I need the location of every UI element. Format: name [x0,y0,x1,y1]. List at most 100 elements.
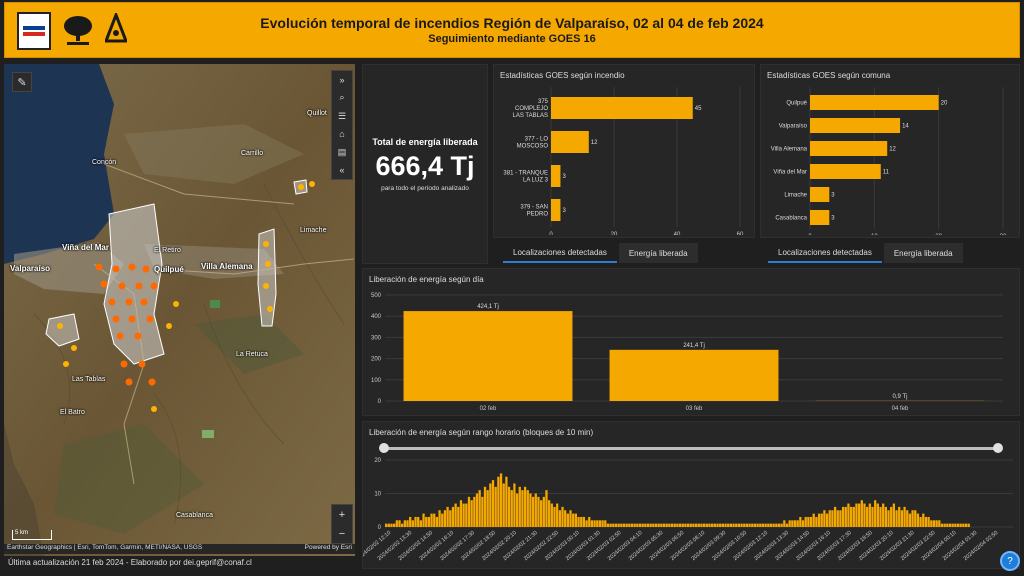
data-label: 3 [831,193,835,199]
bar [395,520,398,527]
map-tools-button[interactable]: ✎ [12,72,32,92]
bar [777,523,781,527]
bar [924,516,928,527]
bar [799,516,802,527]
bar [964,523,968,527]
bar [844,506,847,527]
data-label: 14 [902,124,909,130]
bar [403,311,573,401]
home-icon[interactable]: ⌂ [339,129,345,140]
category-label: LA LUZ 3 [523,178,549,184]
powered-by-esri[interactable]: Powered by Esri [304,544,352,551]
scale-bar: 5 km [12,530,52,540]
bar [745,523,749,527]
y-tick-label: 10 [374,492,381,498]
bar [398,520,401,527]
bar [932,520,936,527]
list-icon[interactable]: ☰ [337,110,347,121]
bar [751,523,754,527]
y-tick-label: 0 [378,399,382,405]
search-icon[interactable]: ⌕ [339,92,345,103]
x-tick-label: 0 [549,232,553,235]
bar [551,131,589,153]
bar [855,503,858,527]
bar [462,503,465,527]
bar [930,520,933,527]
bar [860,500,863,527]
tab-incendio-energy[interactable]: Energía liberada [618,243,698,263]
bar [545,490,548,527]
bar [780,523,783,527]
fire-map[interactable]: Viña del Mar Valparaíso Quilpué Villa Al… [4,64,355,556]
bar [606,523,610,527]
bar [775,523,778,527]
bar [551,97,693,119]
bar [900,510,904,527]
bar [660,523,663,527]
bar [510,490,513,527]
bar [526,490,529,527]
tab-incendio-locations[interactable]: Localizaciones detectadas [503,243,617,263]
bar [737,523,741,527]
bar [676,523,679,527]
bar [764,523,767,527]
kpi-label: Total de energía liberada [372,137,478,147]
bar [670,523,674,527]
bar [489,483,492,527]
chart-day: 0 100 200 300 400 500 424,1 Tj 02 feb 241,4 Tj 03… [371,293,1003,412]
tab-comuna-locations[interactable]: Localizaciones detectadas [768,243,882,263]
bar [521,490,524,527]
bar [403,520,406,527]
bar [644,523,647,527]
bar [697,523,700,527]
bar [922,513,925,527]
bar [673,523,676,527]
y-tick-label: 300 [371,335,382,341]
bar [409,516,412,527]
footer-update: Última actualización 21 feb 2024 - Elabo… [8,558,252,567]
bar [622,523,626,527]
zoom-out-button[interactable]: − [338,527,346,540]
bar [890,506,893,527]
category-label: Quilpué [786,101,807,107]
category-label: Villa Alemana [771,147,808,153]
bar [817,513,821,527]
expand-icon[interactable]: « [339,165,345,176]
tab-comuna-energy[interactable]: Energía liberada [883,243,963,263]
bar [836,510,839,527]
category-label: 379 - SAN [520,205,548,211]
bar [908,513,912,527]
bar [548,500,551,527]
bar [638,523,642,527]
bar [441,513,444,527]
help-button[interactable]: ? [1000,551,1020,571]
bar [759,523,762,527]
bar [561,506,564,527]
bar [943,523,946,527]
chart-incendio-panel: Estadísticas GOES según incendio 0 20 40 60… [493,64,755,238]
chart-comuna-panel: Estadísticas GOES según comuna 0 10 20 30 20… [760,64,1020,238]
slider-handle-start[interactable] [379,443,389,453]
bar [839,510,842,527]
bar [433,513,436,527]
collapse-icon[interactable]: » [339,74,345,85]
bar [486,490,489,527]
bar [387,523,390,527]
bar [457,506,460,527]
slider-handle-end[interactable] [993,443,1003,453]
y-tick-label: 100 [371,378,382,384]
layers-icon[interactable]: ▤ [337,146,347,157]
bar [590,520,594,527]
bar [614,523,618,527]
bar [604,520,607,527]
bar [700,523,703,527]
bar [427,516,431,527]
page-subtitle: Seguimiento mediante GOES 16 [428,33,596,45]
time-range-slider[interactable] [379,443,1003,453]
zoom-in-button[interactable]: + [338,508,346,521]
bar [841,506,845,527]
category-label: Viña del Mar [773,170,807,176]
brigade-logo [105,13,127,43]
bar [483,486,487,527]
zoom-control: + − [331,504,353,544]
